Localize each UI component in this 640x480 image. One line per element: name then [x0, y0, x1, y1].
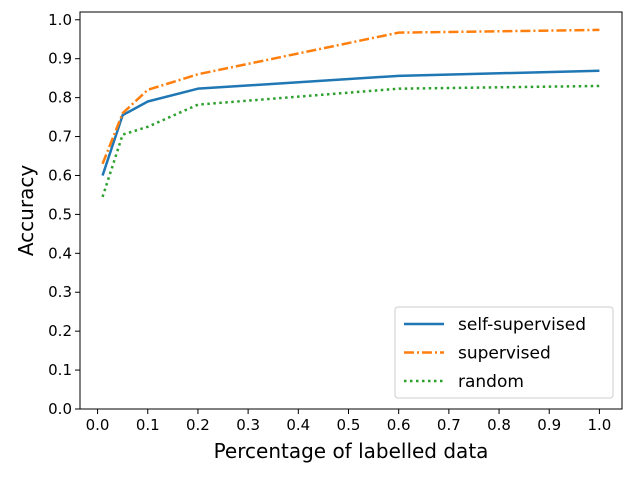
x-tick-label: 0.3	[236, 416, 260, 434]
y-tick-label: 0.6	[48, 166, 72, 184]
legend-label-self-supervised: self-supervised	[458, 315, 586, 335]
y-tick-label: 0.2	[48, 322, 72, 340]
x-tick-label: 0.0	[86, 416, 110, 434]
x-tick-label: 0.7	[437, 416, 461, 434]
y-tick-label: 1.0	[48, 11, 72, 29]
legend: self-supervised supervised random	[394, 306, 614, 399]
legend-items: self-supervised supervised random	[404, 315, 586, 392]
legend-label-supervised: supervised	[458, 344, 551, 364]
y-tick-label: 0.7	[48, 128, 72, 146]
y-tick-label: 0.3	[48, 283, 72, 301]
x-tick-label: 0.8	[487, 416, 511, 434]
y-tick-label: 0.8	[48, 89, 72, 107]
y-axis-ticks: 0.0 0.1 0.2 0.3 0.4 0.5 0.6 0.7 0.8 0.9 1.0	[48, 11, 80, 418]
x-tick-label: 0.6	[387, 416, 411, 434]
x-tick-label: 0.1	[136, 416, 160, 434]
x-tick-label: 0.9	[537, 416, 561, 434]
x-tick-label: 0.4	[286, 416, 310, 434]
series-line-self-supervised	[101, 69, 600, 176]
y-tick-label: 0.4	[48, 244, 72, 262]
x-tick-label: 0.2	[186, 416, 210, 434]
y-axis-title: Accuracy	[14, 165, 38, 256]
x-axis-ticks: 0.0 0.1 0.2 0.3 0.4 0.5 0.6 0.7 0.8 0.9 1.0	[86, 409, 611, 434]
x-tick-label: 1.0	[587, 416, 611, 434]
legend-box	[394, 306, 614, 399]
y-tick-label: 0.5	[48, 205, 72, 223]
series-line-supervised	[101, 28, 600, 165]
series-line-random	[101, 84, 600, 198]
y-tick-label: 0.0	[48, 400, 72, 418]
x-tick-label: 0.5	[337, 416, 361, 434]
y-tick-label: 0.1	[48, 361, 72, 379]
legend-label-random: random	[458, 372, 524, 392]
series-lines	[101, 28, 600, 198]
x-axis-title: Percentage of labelled data	[214, 439, 489, 463]
plot-frame	[79, 11, 623, 410]
y-tick-label: 0.9	[48, 50, 72, 68]
